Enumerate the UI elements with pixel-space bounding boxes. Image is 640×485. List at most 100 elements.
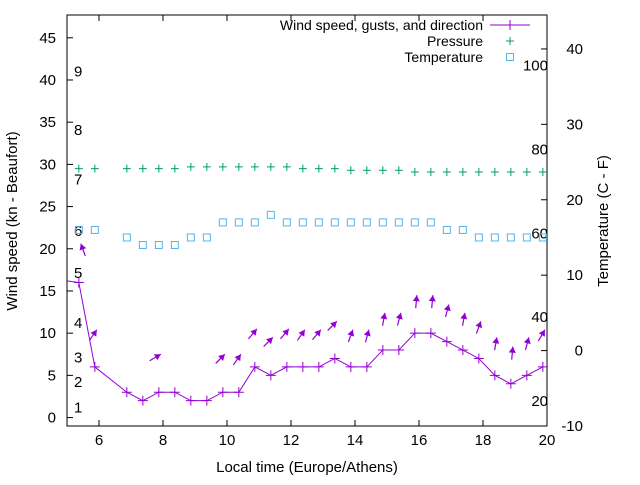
y-tick-label: 25 (39, 199, 56, 216)
pressure-point (330, 164, 339, 173)
wind-speed-point (265, 370, 276, 381)
y-tick-label: 15 (39, 283, 56, 300)
temperature-point (330, 218, 339, 227)
fahrenheit-label: 100 (523, 58, 548, 75)
y-tick-label: 10 (39, 325, 56, 342)
wind-speed-point (73, 277, 84, 288)
wind-speed-point (425, 328, 436, 339)
y-tick-label: 40 (39, 72, 56, 89)
wind-direction-arrowhead (395, 312, 403, 320)
x-tick-label: 10 (219, 432, 236, 449)
pressure-point (74, 164, 83, 173)
legend-swatch-pressure (506, 37, 514, 45)
beaufort-label: 8 (74, 122, 82, 139)
wind-speed-point (393, 345, 404, 356)
temperature-point (346, 218, 355, 227)
wind-direction-arrowhead (330, 321, 337, 329)
temperature-point (138, 241, 147, 250)
pressure-point (394, 166, 403, 175)
wind-speed-line (67, 280, 544, 402)
y-axis-label: Wind speed (kn - Beaufort) (4, 131, 21, 310)
x-tick-label: 12 (283, 432, 300, 449)
temperature-point (74, 225, 83, 234)
pressure-point (538, 167, 547, 176)
wind-speed-point (537, 361, 548, 372)
temperature-point (186, 233, 195, 242)
legend-label-wind: Wind speed, gusts, and direction (280, 17, 483, 33)
plot-frame (66, 14, 548, 427)
pressure-point (522, 167, 531, 176)
y2-tick-label: -10 (561, 418, 583, 435)
wind-speed-point (217, 387, 228, 398)
temperature-point (458, 225, 467, 234)
y2-tick-label: 30 (566, 116, 583, 133)
temperature-point (154, 241, 163, 250)
wind-speed-point (313, 361, 324, 372)
wind-direction-arrowhead (298, 329, 305, 337)
x-tick-label: 20 (539, 432, 556, 449)
beaufort-label: 3 (74, 350, 82, 367)
y-tick-label: 20 (39, 241, 56, 258)
wind-speed-point (521, 370, 532, 381)
temperature-point (122, 233, 131, 242)
pressure-point (410, 167, 419, 176)
wind-speed-point (489, 370, 500, 381)
beaufort-label: 4 (74, 315, 82, 332)
fahrenheit-label: 40 (531, 309, 548, 326)
y2-tick-label: 40 (566, 41, 583, 58)
chart-marks (67, 162, 548, 406)
temperature-point (314, 218, 323, 227)
pressure-point (170, 164, 179, 173)
wind-speed-point (409, 328, 420, 339)
wind-speed-point (89, 361, 100, 372)
wind-speed-point (201, 395, 212, 406)
pressure-point (362, 166, 371, 175)
temperature-point (266, 210, 275, 219)
temperature-point (90, 225, 99, 234)
wind-speed-point (345, 361, 356, 372)
pressure-point (154, 164, 163, 173)
wind-direction-arrowhead (347, 329, 355, 337)
temperature-point (538, 233, 547, 242)
legend: Wind speed, gusts, and direction Pressur… (280, 17, 530, 65)
wind-direction-arrowhead (380, 312, 388, 320)
temperature-point (394, 218, 403, 227)
wind-speed-point (153, 387, 164, 398)
fahrenheit-label: 80 (531, 141, 548, 158)
pressure-point (458, 167, 467, 176)
wind-speed-point (281, 361, 292, 372)
wind-direction-arrowhead (538, 329, 545, 337)
pressure-point (346, 166, 355, 175)
y2-axis-label: Temperature (C - F) (595, 155, 612, 287)
beaufort-label: 6 (74, 223, 82, 240)
pressure-point (474, 167, 483, 176)
temperature-point (202, 233, 211, 242)
pressure-point (218, 162, 227, 171)
wind-direction-arrowhead (508, 346, 516, 353)
temperature-point (426, 218, 435, 227)
temperature-point (474, 233, 483, 242)
pressure-point (298, 164, 307, 173)
y-tick-label: 35 (39, 114, 56, 131)
pressure-point (442, 167, 451, 176)
wind-speed-point (361, 361, 372, 372)
legend-label-temperature: Temperature (404, 49, 483, 65)
wind-speed-point (377, 345, 388, 356)
wind-speed-point (169, 387, 180, 398)
wind-direction-arrowhead (282, 328, 289, 336)
x-tick-label: 14 (347, 432, 364, 449)
pressure-point (138, 164, 147, 173)
y-tick-label: 0 (48, 410, 56, 427)
wind-direction-arrowhead (79, 243, 87, 251)
wind-speed-point (329, 353, 340, 364)
wind-direction-arrowhead (363, 329, 371, 337)
pressure-point (506, 167, 515, 176)
legend-label-pressure: Pressure (427, 33, 483, 49)
temperature-point (442, 225, 451, 234)
temperature-point (490, 233, 499, 242)
wind-speed-point (137, 395, 148, 406)
wind-speed-point (457, 345, 468, 356)
wind-direction-arrowhead (314, 329, 321, 337)
wind-direction-arrowhead (492, 337, 500, 344)
